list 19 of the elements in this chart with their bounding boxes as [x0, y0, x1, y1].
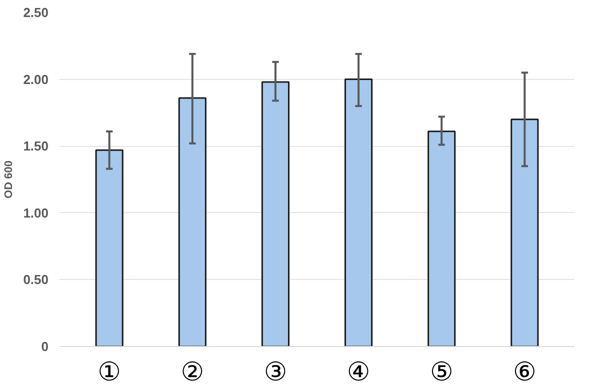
- bar: [428, 130, 456, 346]
- y-tick-label: 0.50: [23, 272, 49, 288]
- y-axis-title: OD 600: [3, 160, 16, 198]
- x-tick-label: ⑤: [430, 358, 454, 388]
- y-tick-label: 0: [41, 339, 49, 354]
- x-tick-label: ②: [180, 358, 204, 388]
- x-tick-label: ⑥: [513, 358, 536, 388]
- bar: [95, 149, 124, 346]
- y-tick-label: 1.00: [23, 205, 49, 220]
- bar: [178, 97, 206, 346]
- bar: [510, 118, 539, 346]
- y-tick-label: 1.50: [23, 138, 49, 154]
- y-tick-label: 2.00: [23, 72, 49, 87]
- bar: [261, 81, 290, 346]
- bar: [344, 78, 373, 346]
- x-tick-label: ③: [264, 358, 288, 388]
- x-tick-label: ①: [98, 358, 121, 388]
- y-tick-label: 2.50: [23, 5, 49, 20]
- x-tick-label: ④: [346, 358, 370, 388]
